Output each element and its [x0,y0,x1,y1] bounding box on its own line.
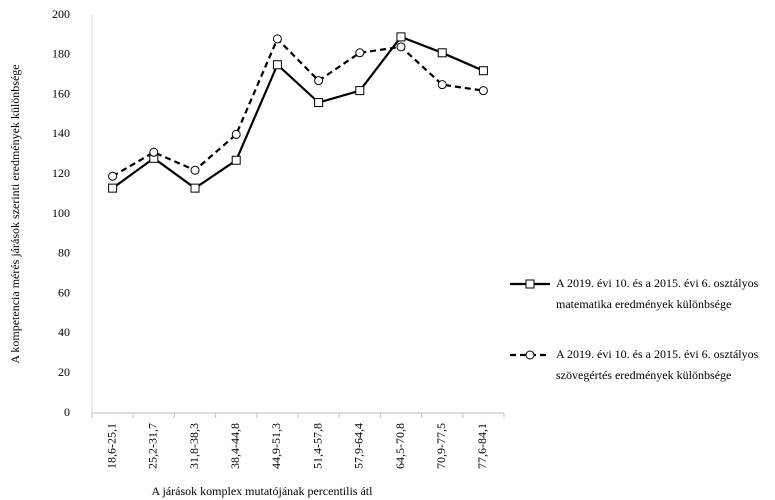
y-tick-label: 140 [52,126,70,140]
data-point [108,171,118,181]
data-point [272,60,282,70]
x-tick-label: 51,4-57,8 [310,423,324,469]
data-point [437,80,447,90]
data-point [355,86,365,96]
x-tick-label: 31,8-38,3 [187,423,201,469]
data-point [355,48,365,58]
data-point [314,76,324,86]
data-point [190,183,200,193]
data-point [478,66,488,76]
y-axis-title: A kompetencia mérés járások szerinti ere… [8,64,22,363]
data-point [108,183,118,193]
y-tick-label: 0 [64,405,70,419]
y-tick-label: 200 [52,7,70,21]
data-point [437,48,447,58]
x-tick-label: 25,2-31,7 [146,423,160,469]
data-point [272,34,282,44]
x-axis-title: A járások komplex mutatójának percentili… [152,484,374,498]
y-tick-label: 100 [52,206,70,220]
legend-marker [525,279,535,289]
data-point [231,155,241,165]
y-tick-label: 180 [52,47,70,61]
x-tick-label: 38,4-44,8 [228,423,242,469]
y-tick-label: 20 [58,365,70,379]
data-point [231,129,241,139]
data-point [396,42,406,52]
y-tick-label: 40 [58,325,70,339]
data-point [149,147,159,157]
y-tick-label: 80 [58,246,70,260]
data-point [396,32,406,42]
y-tick-label: 160 [52,86,70,100]
legend-label: A 2019. évi 10. és a 2015. évi 6. osztál… [556,276,759,311]
data-point [190,165,200,175]
data-point [478,86,488,96]
x-tick-label: 57,9-64,4 [352,423,366,469]
x-tick-label: 44,9-51,3 [269,423,283,469]
x-tick-label: 64,5-70,8 [393,423,407,469]
y-tick-label: 60 [58,285,70,299]
x-tick-label: 18,6-25,1 [104,423,118,469]
data-point [314,98,324,108]
y-tick-label: 120 [52,166,70,180]
legend-label: A 2019. évi 10. és a 2015. évi 6. osztál… [556,347,759,382]
legend-marker [525,350,535,360]
series-line [111,35,484,190]
x-tick-label: 77,6-84,1 [475,423,489,469]
x-tick-label: 70,9-77,5 [434,423,448,469]
series-line [112,36,484,178]
